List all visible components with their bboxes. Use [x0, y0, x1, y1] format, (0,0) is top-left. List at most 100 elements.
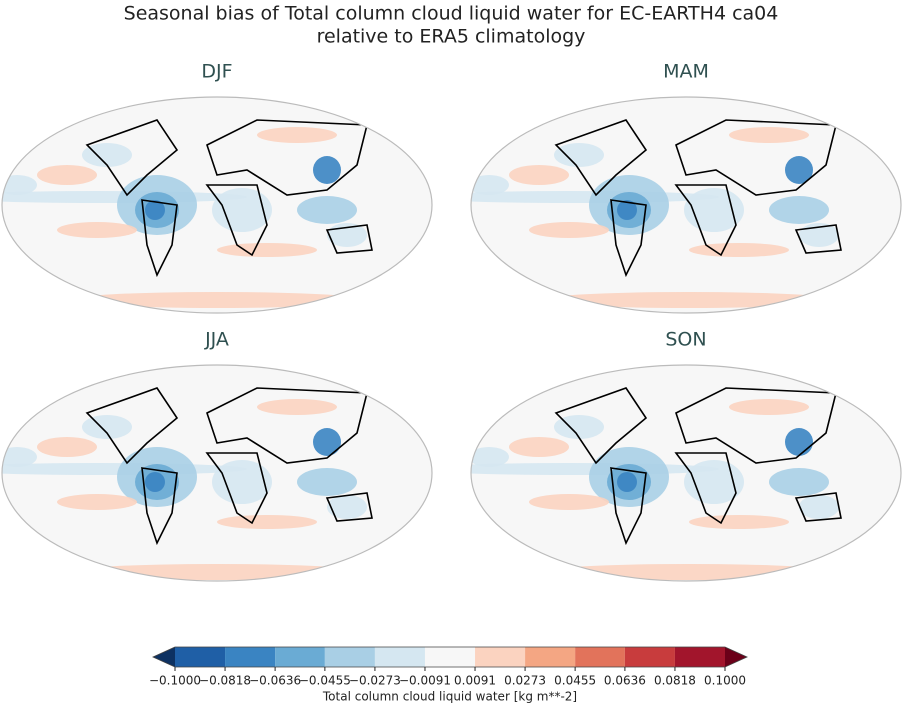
bias-area	[769, 196, 829, 224]
colorbar-tick-label: 0.0636	[604, 674, 646, 688]
panel-title: JJA	[204, 329, 229, 351]
map-field	[471, 119, 842, 308]
panel-title: SON	[665, 329, 706, 351]
colorbar-tick-label: −0.0273	[349, 674, 401, 688]
colorbar-over	[725, 647, 747, 667]
bias-area	[57, 222, 137, 238]
colorbar-tick-label: −0.1000	[149, 674, 201, 688]
colorbar-tick-label: −0.0818	[199, 674, 251, 688]
colorbar-segment	[475, 647, 526, 667]
bias-area	[145, 472, 165, 492]
map-field	[2, 119, 373, 308]
bias-area	[509, 165, 569, 185]
title-line: relative to ERA5 climatology	[317, 26, 586, 48]
bias-area	[617, 472, 637, 492]
coastline	[610, 199, 647, 278]
bias-area	[539, 292, 839, 308]
bias-area	[769, 468, 829, 496]
bias-area	[554, 415, 604, 439]
bias-area	[212, 460, 272, 504]
coastline	[325, 492, 373, 522]
bias-area	[529, 222, 609, 238]
coastline	[206, 387, 369, 464]
coastline	[554, 387, 648, 465]
panel-title: DJF	[201, 61, 232, 83]
coastline	[794, 224, 842, 254]
map-border	[1, 96, 433, 314]
bias-area	[217, 515, 317, 529]
bias-area	[729, 127, 809, 143]
colorbar-segment	[575, 647, 625, 667]
bias-area	[37, 165, 97, 185]
coastline	[325, 224, 373, 254]
colorbar-segment	[525, 647, 576, 667]
bias-area	[313, 156, 341, 184]
bias-area	[327, 495, 367, 519]
panel-title: MAM	[663, 61, 709, 83]
bias-area	[785, 156, 813, 184]
bias-area	[2, 447, 37, 467]
bias-area	[471, 447, 509, 467]
colorbar-tick-label: 0.0818	[654, 674, 696, 688]
bias-area	[217, 243, 317, 257]
coastline	[610, 467, 647, 546]
bias-area	[471, 191, 719, 203]
coastline	[85, 387, 179, 465]
colorbar-segment	[275, 647, 325, 667]
bias-area	[37, 437, 97, 457]
bias-area	[257, 127, 337, 143]
colorbar-segment	[624, 647, 675, 667]
colorbar-tick-label: 0.0091	[454, 674, 496, 688]
bias-area	[471, 463, 719, 475]
colorbar-under	[153, 647, 175, 667]
coastline	[794, 492, 842, 522]
colorbar-segment	[225, 647, 276, 667]
bias-area	[82, 415, 132, 439]
bias-area	[257, 399, 337, 415]
bias-area	[297, 468, 357, 496]
coastline	[205, 452, 268, 525]
colorbar-tick-label: −0.0091	[399, 674, 451, 688]
coastline	[554, 119, 648, 197]
colorbar-tick-label: −0.0636	[249, 674, 301, 688]
bias-area	[67, 564, 367, 580]
colorbar-segment	[674, 647, 725, 667]
colorbar-tick-label: 0.1000	[704, 674, 746, 688]
colorbar-segment	[374, 647, 425, 667]
bias-area	[785, 428, 813, 456]
colorbar-tick-label: 0.0455	[554, 674, 596, 688]
coastline	[674, 184, 737, 257]
bias-area	[297, 196, 357, 224]
bias-area	[799, 495, 839, 519]
map-field	[471, 387, 842, 580]
bias-area	[617, 200, 637, 220]
bias-area	[471, 175, 509, 195]
colorbar-segment	[324, 647, 375, 667]
bias-area	[689, 243, 789, 257]
coastline	[141, 467, 178, 546]
bias-area	[554, 143, 604, 167]
bias-area	[509, 437, 569, 457]
colorbar-segment	[424, 647, 476, 667]
bias-area	[82, 143, 132, 167]
map-border	[1, 364, 433, 582]
coastline	[205, 184, 268, 257]
coastline	[141, 199, 178, 278]
bias-area	[145, 200, 165, 220]
coastline	[206, 119, 369, 196]
title-line: Seasonal bias of Total column cloud liqu…	[124, 3, 779, 25]
colorbar-tick-label: −0.0455	[299, 674, 351, 688]
bias-area	[689, 515, 789, 529]
bias-area	[684, 460, 744, 504]
colorbar-label: Total column cloud liquid water [kg m**-…	[322, 690, 577, 704]
coastline	[675, 387, 838, 464]
bias-area	[529, 494, 609, 510]
bias-area	[57, 494, 137, 510]
colorbar-segment	[175, 647, 226, 667]
bias-area	[212, 188, 272, 232]
coastline	[674, 452, 737, 525]
coastline	[675, 119, 838, 196]
bias-area	[313, 428, 341, 456]
coastline	[85, 119, 179, 197]
